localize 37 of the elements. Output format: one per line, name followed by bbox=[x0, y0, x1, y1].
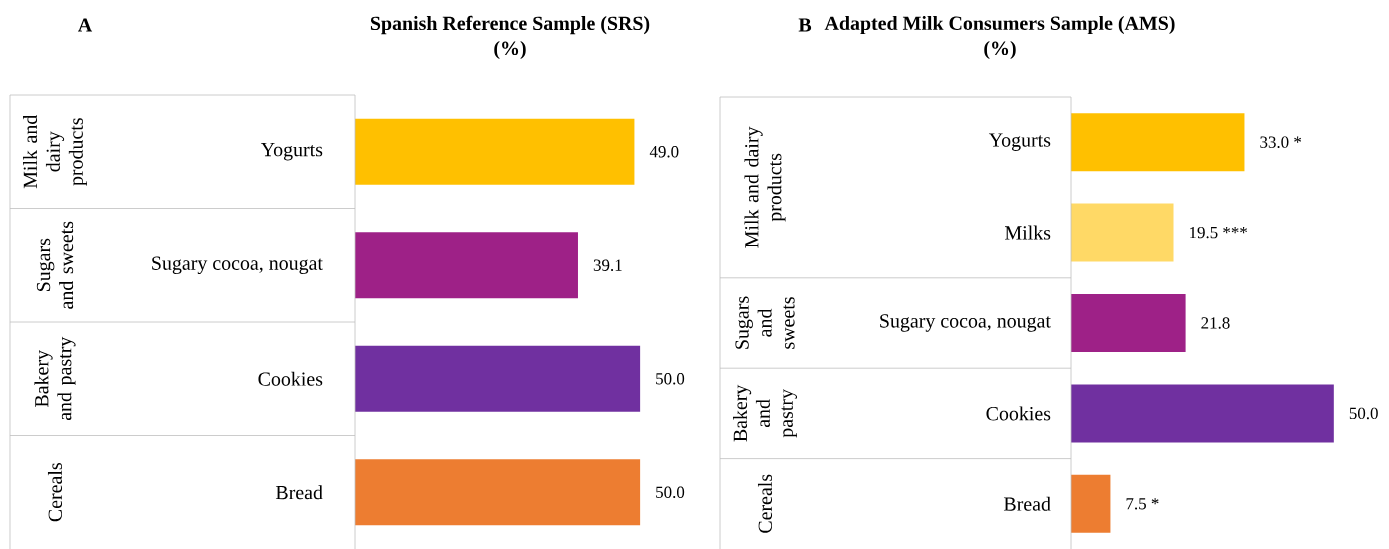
y-tick-label: Cookies bbox=[986, 406, 1051, 421]
y-tick-label: Cookies bbox=[258, 371, 323, 386]
data-label: 50.0 bbox=[1349, 407, 1378, 420]
text: Cereals bbox=[757, 474, 773, 533]
bar bbox=[1071, 294, 1186, 353]
bar bbox=[1071, 113, 1245, 172]
data-label: 19.5 *** bbox=[1190, 226, 1248, 239]
text: Bakery and pastry bbox=[733, 384, 797, 442]
text: Cereals bbox=[47, 463, 62, 522]
data-label: 50.0 bbox=[656, 373, 685, 385]
text: Sugars and sweets bbox=[36, 221, 74, 309]
bar bbox=[1071, 203, 1174, 262]
y-tick-label: Bread bbox=[1003, 496, 1051, 511]
bar bbox=[1071, 474, 1111, 533]
y-tick-label: Bread bbox=[275, 485, 323, 500]
text: B bbox=[798, 18, 812, 32]
y-tick-label: Yogurts bbox=[988, 133, 1051, 151]
y-tick-label: Milks bbox=[1005, 225, 1051, 240]
text: Bakery and pastry bbox=[34, 336, 76, 421]
chart-title: Spanish Reference Sample (SRS) bbox=[370, 15, 650, 35]
y-tick-label: Sugary cocoa, nougat bbox=[152, 256, 323, 275]
y-tick-label: Sugary cocoa, nougat bbox=[880, 314, 1051, 332]
text: Milk and dairy products bbox=[23, 114, 87, 189]
data-label: 33.0 * bbox=[1260, 136, 1302, 148]
data-label: 49.0 bbox=[649, 146, 679, 158]
data-label: 7.5 * bbox=[1126, 498, 1159, 510]
text: A bbox=[77, 18, 93, 32]
data-label: 21.8 bbox=[1201, 317, 1230, 329]
chart-subtitle: (%) bbox=[494, 40, 526, 60]
text: Milk and dairy products bbox=[744, 126, 786, 248]
data-label: 50.0 bbox=[656, 486, 685, 499]
bar bbox=[1071, 384, 1334, 443]
chart-title: Adapted Milk Consumers Sample (AMS) bbox=[824, 15, 1175, 35]
data-label: 39.1 bbox=[593, 259, 622, 271]
text: Sugars and sweets bbox=[735, 296, 795, 349]
chart-subtitle: (%) bbox=[984, 40, 1016, 60]
y-tick-label: Yogurts bbox=[260, 143, 323, 161]
